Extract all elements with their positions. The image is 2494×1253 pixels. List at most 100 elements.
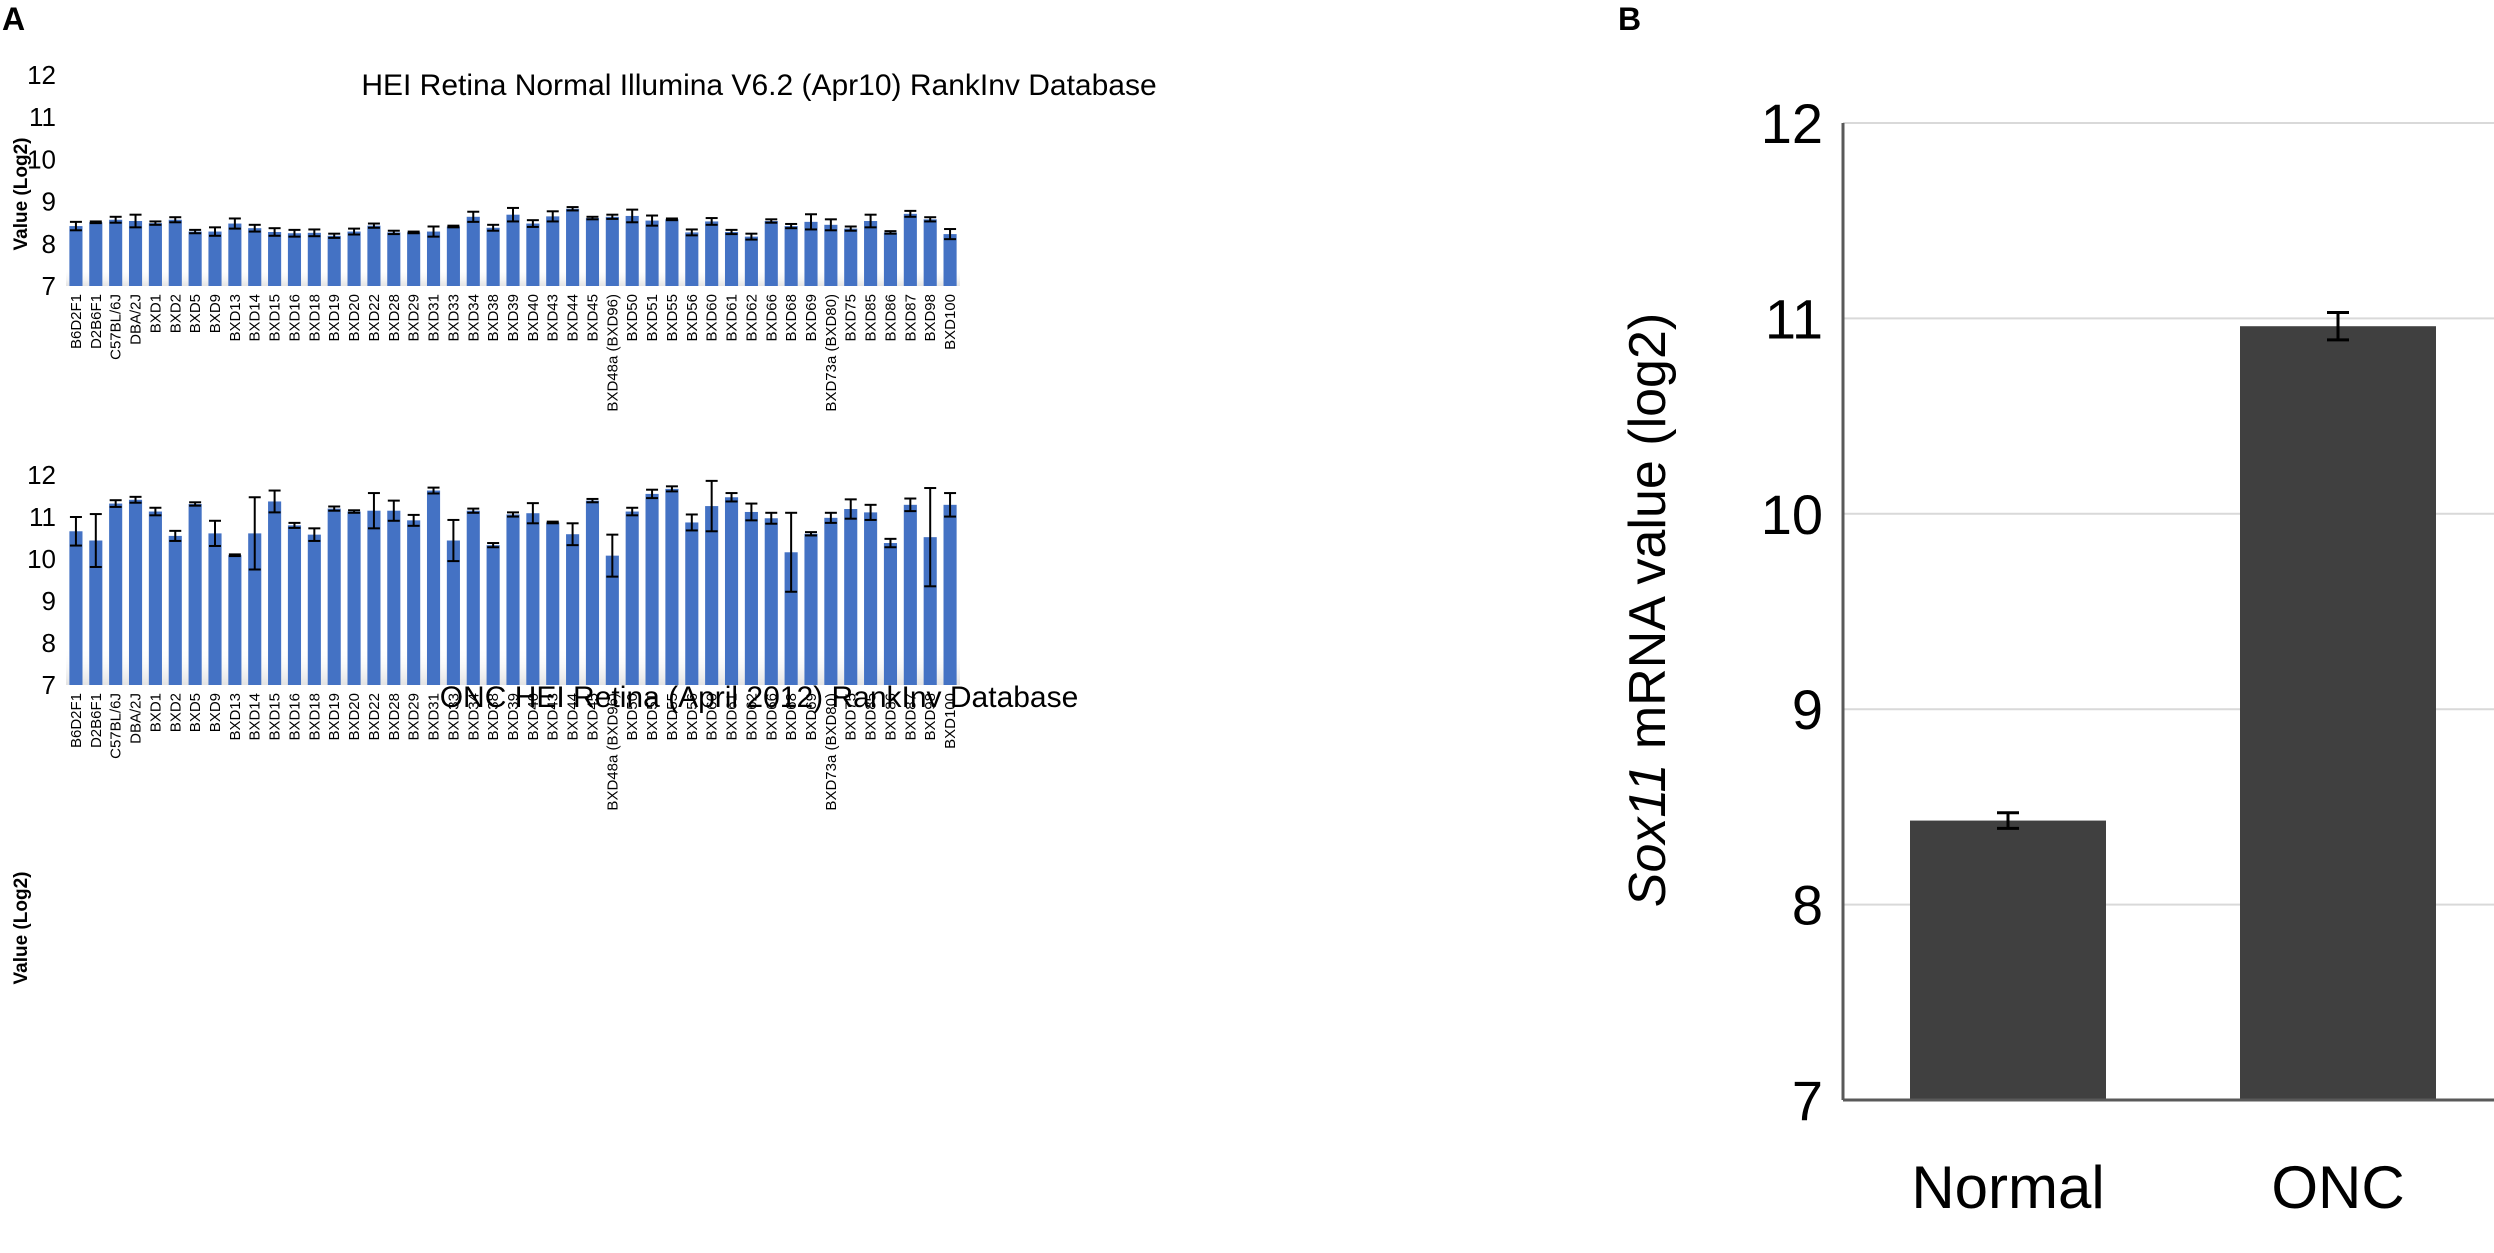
chart-a-top-category-label: BXD1 (147, 294, 164, 333)
chart-a-bottom-category-label: BXD9 (207, 693, 224, 732)
chart-a-top-bar (844, 228, 858, 286)
chart-a-bottom-bar (665, 488, 679, 685)
chart-a-bottom-bar (387, 510, 401, 685)
chart-a-bottom-ytick-label: 10 (27, 544, 56, 574)
chart-a-bottom-bar (625, 511, 639, 685)
chart-a-top-category-label: B6D2F1 (68, 294, 85, 349)
chart-a-bottom-category-label: BXD51 (644, 693, 661, 741)
chart-a-bottom-bar (208, 533, 222, 685)
chart-a-bottom-category-label: BXD69 (803, 693, 820, 741)
chart-a-top-category-label: BXD15 (267, 294, 284, 342)
chart-a-bottom-category-label: BXD66 (763, 693, 780, 741)
chart-a-bottom-bar (824, 517, 838, 685)
chart-a-bottom-category-label: BXD34 (465, 693, 482, 741)
chart-a-top-ytick-label: 12 (27, 60, 56, 90)
panel-b-label: B (1618, 1, 1641, 37)
chart-a-bottom-bar (645, 493, 659, 685)
chart-a-top-bar (287, 233, 302, 286)
chart-a-top-bar (387, 232, 401, 286)
chart-b-bar (1910, 820, 2106, 1100)
chart-a-bottom-bar (526, 513, 540, 685)
chart-a-top-category-label: BXD22 (366, 294, 383, 342)
chart-a-top-category-label: BXD39 (505, 294, 522, 342)
chart-a-top-category-label: BXD14 (247, 294, 264, 342)
chart-a-bottom-category-label: BXD62 (743, 693, 760, 741)
chart-a-bottom-bar (307, 534, 321, 685)
chart-a-top-bar (764, 221, 778, 286)
chart-a-top-category-label: BXD86 (882, 294, 899, 342)
chart-a-top-category-label: BXD68 (783, 294, 800, 342)
chart-a-bottom-category-label: BXD2 (167, 693, 184, 732)
chart-a-bottom-bar (287, 525, 302, 685)
chart-a-bottom-bar (546, 522, 560, 685)
chart-a-top-ytick-label: 8 (42, 229, 56, 259)
chart-a-bottom-bar (923, 537, 937, 685)
chart-a-top-bar (506, 214, 520, 286)
panel-a-label: A (2, 1, 25, 37)
chart-a-bottom-bar (426, 490, 441, 685)
chart-a-top-category-label: BXD100 (942, 294, 959, 350)
chart-a-bottom-category-label: BXD85 (863, 693, 880, 741)
chart-a-bottom-bar (605, 555, 619, 685)
chart-a-bottom-category-label: BXD19 (326, 693, 343, 741)
chart-a-top-bar (407, 232, 421, 286)
chart-a-bottom: ONC HEI Retina (April 2012) RankInv Data… (11, 460, 1078, 984)
chart-a-bottom-bar (367, 510, 381, 685)
chart-a-top-ytick-label: 7 (42, 271, 56, 301)
chart-a-top-category-label: BXD18 (306, 294, 323, 342)
chart-a-top-bar (89, 222, 103, 286)
chart-a-bottom-category-label: BXD28 (386, 693, 403, 741)
chart-a-bottom-bar (407, 520, 421, 685)
chart-a-bottom-category-label: BXD16 (286, 693, 303, 741)
chart-a-bottom-category-label: BXD61 (724, 693, 741, 741)
chart-a-bottom-category-label: BXD14 (247, 693, 264, 741)
chart-a-bottom-category-label: BXD75 (843, 693, 860, 741)
chart-a-bottom-category-label: BXD20 (346, 693, 363, 741)
chart-a-top-category-label: C57BL/6J (108, 294, 125, 360)
chart-a-bottom-category-label: BXD45 (584, 693, 601, 741)
chart-b-category-label: Normal (1911, 1154, 2104, 1221)
chart-a-top-ytick-label: 11 (29, 102, 56, 132)
chart-a-bottom-category-label: BXD5 (187, 693, 204, 732)
chart-a-top-category-label: BXD2 (167, 294, 184, 333)
chart-a-bottom-category-label: BXD40 (525, 693, 542, 741)
chart-a-top-category-label: DBA/2J (128, 294, 145, 345)
chart-a-top-category-label: BXD31 (426, 294, 443, 342)
chart-a-bottom-category-label: BXD29 (406, 693, 423, 741)
chart-a-bottom-ytick-label: 11 (29, 502, 56, 532)
chart-a-top-bar (347, 231, 361, 286)
chart-b-category-label: ONC (2271, 1154, 2404, 1221)
chart-a-top-bar (724, 231, 739, 286)
chart-a-top-category-label: BXD44 (565, 294, 582, 342)
chart-a-bottom-category-label: BXD15 (267, 693, 284, 741)
chart-a-bottom-bar (89, 540, 103, 685)
chart-a-bottom-bar (864, 512, 878, 685)
chart-a-bottom-bar (903, 504, 917, 685)
chart-a-bottom-title: ONC HEI Retina (April 2012) RankInv Data… (440, 681, 1079, 714)
chart-a-top-bar (864, 221, 878, 286)
chart-a-bottom-bar (188, 503, 202, 685)
chart-a-top-bar (248, 228, 262, 286)
chart-a-bottom-ytick-label: 9 (42, 586, 56, 616)
chart-a-top-category-label: BXD98 (922, 294, 939, 342)
chart-a-bottom-bar (585, 500, 600, 685)
chart-a-top-title: HEI Retina Normal Illumina V6.2 (Apr10) … (361, 69, 1156, 102)
chart-a-top-bar (903, 213, 917, 286)
chart-a-top-bar (307, 232, 321, 286)
chart-a-bottom-ylabel: Value (Log2) (11, 872, 32, 985)
chart-a-bottom-bar (724, 497, 739, 685)
chart-a-bottom-category-label: BXD86 (882, 693, 899, 741)
chart-a-top-category-label: BXD66 (763, 294, 780, 342)
chart-a-top-bar (148, 223, 162, 286)
chart-a-bottom-category-label: BXD13 (227, 693, 244, 741)
chart-a-top-category-label: BXD85 (863, 294, 880, 342)
chart-a-top-bar (645, 220, 659, 286)
chart-a-top-category-label: BXD29 (406, 294, 423, 342)
chart-a-bottom-category-label: BXD38 (485, 693, 502, 741)
chart-a-top-category-label: BXD5 (187, 294, 204, 333)
chart-a-top-bar (367, 225, 381, 286)
chart-a-bottom-category-label: BXD60 (704, 693, 721, 741)
chart-b-ytick-label: 8 (1792, 874, 1823, 937)
chart-a-top-bar (446, 226, 460, 286)
chart-a-top-ylabel: Value (Log2) (11, 138, 32, 251)
